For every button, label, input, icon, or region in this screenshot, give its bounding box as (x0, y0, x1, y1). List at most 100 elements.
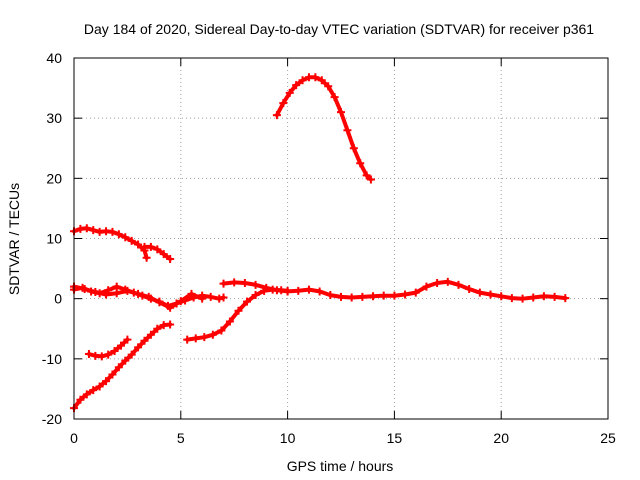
data-point (507, 294, 516, 303)
y-tick-label: 20 (46, 170, 62, 186)
data-point (108, 370, 117, 379)
data-point (121, 233, 130, 242)
data-point (114, 363, 123, 372)
chart-title: Day 184 of 2020, Sidereal Day-to-day VTE… (84, 21, 594, 37)
data-point (102, 377, 111, 386)
data-point (268, 285, 277, 294)
data-point (89, 386, 98, 395)
y-axis-label: SDTVAR / TECUs (6, 183, 22, 295)
data-point (366, 175, 375, 184)
series-arc-rise-mid (183, 285, 292, 344)
axis-ticks: 0 5 10 15 20 25 -20 -10 0 10 20 30 40 (42, 50, 616, 446)
data-point (330, 93, 339, 102)
data-point (217, 326, 226, 335)
y-tick-label: -20 (42, 411, 62, 427)
data-point (89, 226, 98, 235)
y-tick-label: 0 (54, 291, 62, 307)
data-point (283, 286, 292, 295)
data-point (91, 288, 100, 297)
data-point (343, 126, 352, 135)
data-point (401, 290, 410, 299)
data-point (183, 335, 192, 344)
data-point (230, 278, 239, 287)
data-point (433, 279, 442, 288)
data-point (475, 288, 484, 297)
data-point (443, 277, 452, 286)
data-point (219, 279, 228, 288)
data-point (146, 330, 155, 339)
data-point (292, 81, 301, 90)
data-point (243, 297, 252, 306)
data-point (315, 287, 324, 296)
data-point (454, 280, 463, 289)
data-point (465, 285, 474, 294)
data-point (134, 289, 143, 298)
x-tick-label: 5 (177, 430, 185, 446)
data-point (121, 356, 130, 365)
y-tick-label: -10 (42, 351, 62, 367)
data-point (142, 253, 151, 262)
data-point (326, 291, 335, 300)
x-tick-label: 0 (70, 430, 78, 446)
data-point (260, 286, 269, 295)
data-point (304, 285, 313, 294)
data-point (219, 293, 228, 302)
data-point (349, 144, 358, 153)
data-point (550, 292, 559, 301)
data-point (153, 245, 162, 254)
data-point (379, 291, 388, 300)
data-point (82, 224, 91, 233)
data-point (347, 293, 356, 302)
data-point (166, 320, 175, 329)
data-point (191, 334, 200, 343)
data-point (529, 293, 538, 302)
data-point (240, 279, 249, 288)
data-point (362, 171, 371, 180)
data-points (70, 73, 570, 413)
data-point (134, 343, 143, 352)
series-trace (72, 322, 173, 411)
data-point (102, 290, 111, 299)
data-point (298, 76, 307, 85)
data-point (108, 227, 117, 236)
data-point (369, 292, 378, 301)
data-point (356, 159, 365, 168)
y-tick-label: 30 (46, 110, 62, 126)
data-point (176, 297, 185, 306)
data-point (311, 73, 320, 82)
data-point (110, 347, 119, 356)
data-point (272, 111, 281, 120)
x-tick-label: 25 (600, 430, 616, 446)
data-point (112, 289, 121, 298)
series-trace (274, 75, 373, 182)
series-arc-upper-left (70, 224, 151, 262)
data-point (225, 317, 234, 326)
data-point (324, 82, 333, 91)
data-point (337, 292, 345, 301)
x-tick-label: 15 (387, 430, 403, 446)
data-point (539, 292, 548, 301)
data-point (146, 242, 155, 251)
data-point (497, 292, 506, 301)
data-point (140, 336, 149, 345)
data-point (198, 294, 207, 303)
data-point (486, 290, 495, 299)
series-arc-lower-short (84, 335, 132, 361)
data-point (104, 350, 113, 359)
data-point (518, 294, 527, 303)
data-point (155, 298, 164, 307)
data-point (390, 291, 399, 300)
data-point (187, 289, 196, 298)
data-point (127, 236, 136, 245)
data-point (114, 230, 123, 239)
data-point (123, 335, 132, 344)
data-point (411, 288, 420, 297)
data-point (127, 350, 136, 359)
data-point (279, 99, 288, 108)
x-axis-label: GPS time / hours (287, 458, 394, 474)
data-point (123, 286, 132, 295)
data-point (97, 352, 106, 361)
data-point (200, 333, 209, 342)
